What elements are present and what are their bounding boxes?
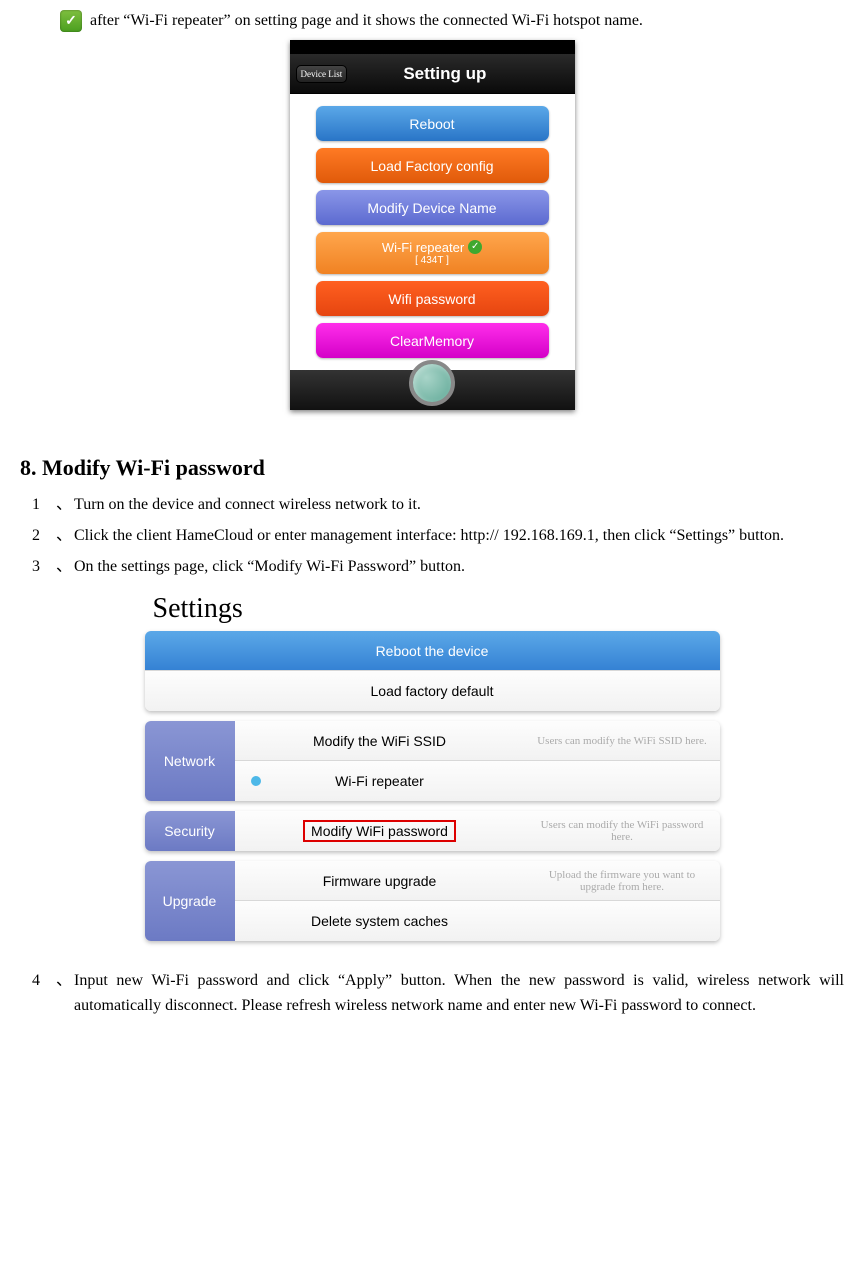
clear-memory-button[interactable]: ClearMemory (316, 323, 549, 358)
upgrade-label: Upgrade (145, 861, 235, 941)
list-item: 1、Turn on the device and connect wireles… (32, 493, 844, 518)
check-icon: ✓ (60, 10, 82, 32)
steps-list-b: 4、Input new Wi-Fi password and click “Ap… (20, 969, 844, 1019)
phone-screenshot: Device List Setting up Reboot Load Facto… (20, 40, 844, 415)
phone-header: Device List Setting up (290, 54, 575, 94)
modify-ssid-button[interactable]: Modify the WiFi SSID Users can modify th… (235, 721, 720, 761)
settings-screenshot: Settings Reboot the device Load factory … (20, 593, 844, 951)
wifi-repeater-ssid: [ 434T ] (415, 256, 449, 266)
steps-list-a: 1、Turn on the device and connect wireles… (20, 493, 844, 579)
wifi-repeater-row[interactable]: Wi-Fi repeater (235, 761, 720, 801)
phone-title: Setting up (347, 64, 542, 84)
modify-wifi-password-button[interactable]: Modify WiFi password Users can modify th… (235, 811, 720, 851)
dock-button[interactable] (409, 360, 455, 406)
delete-caches-button[interactable]: Delete system caches (235, 901, 720, 941)
phone-dock (290, 370, 575, 410)
section-heading: 8. Modify Wi-Fi password (20, 455, 844, 481)
load-factory-button[interactable]: Load Factory config (316, 148, 549, 183)
list-item: 4、Input new Wi-Fi password and click “Ap… (32, 969, 844, 1019)
reboot-device-button[interactable]: Reboot the device (145, 631, 720, 671)
intro-text: after “Wi-Fi repeater” on setting page a… (90, 12, 643, 30)
list-item: 3、On the settings page, click “Modify Wi… (32, 555, 844, 580)
settings-title: Settings (145, 593, 720, 625)
check-icon: ✓ (468, 240, 482, 254)
reboot-button[interactable]: Reboot (316, 106, 549, 141)
firmware-upgrade-button[interactable]: Firmware upgrade Upload the firmware you… (235, 861, 720, 901)
wifi-password-button[interactable]: Wifi password (316, 281, 549, 316)
wifi-repeater-button[interactable]: Wi-Fi repeater ✓ [ 434T ] (316, 232, 549, 274)
settings-group-security: Security Modify WiFi password Users can … (145, 811, 720, 851)
phone-status-bar (290, 40, 575, 54)
security-label: Security (145, 811, 235, 851)
wifi-repeater-label: Wi-Fi repeater (382, 241, 464, 254)
settings-group-upgrade: Upgrade Firmware upgrade Upload the firm… (145, 861, 720, 941)
network-label: Network (145, 721, 235, 801)
load-factory-default-button[interactable]: Load factory default (145, 671, 720, 711)
modify-device-name-button[interactable]: Modify Device Name (316, 190, 549, 225)
list-item: 2、Click the client HameCloud or enter ma… (32, 524, 844, 549)
settings-group-top: Reboot the device Load factory default (145, 631, 720, 711)
intro-line: ✓ after “Wi-Fi repeater” on setting page… (20, 10, 844, 32)
settings-group-network: Network Modify the WiFi SSID Users can m… (145, 721, 720, 801)
device-list-button[interactable]: Device List (296, 65, 348, 83)
